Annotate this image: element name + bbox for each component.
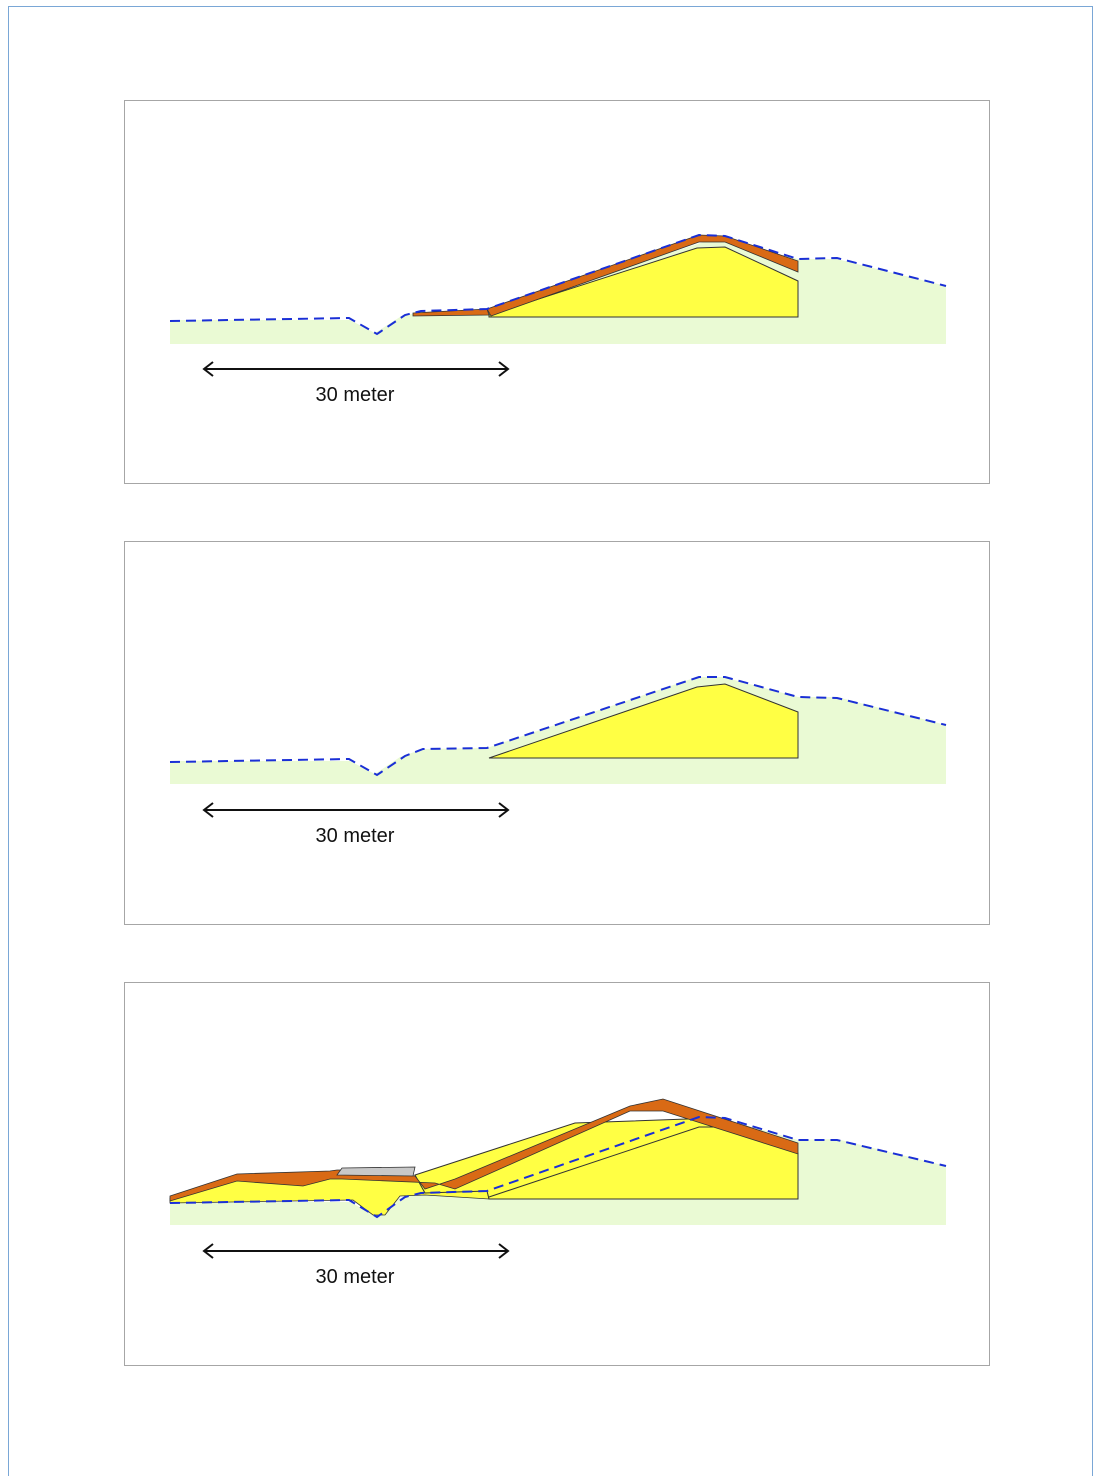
scale-label: 30 meter [315,384,395,406]
scale-label: 30 meter [315,825,395,847]
clay-layer [412,308,490,317]
clay-cover-layer [169,1098,799,1202]
cross-section-diagram-2 [169,676,947,818]
sand-embankment [488,246,799,318]
scale-arrow [202,361,510,377]
gravel-path [336,1166,416,1177]
cross-section-diagram-3 [169,1098,947,1259]
original-profile-line [169,1115,947,1219]
scale-arrow [202,1243,510,1259]
sand-embankment [488,683,799,759]
scale-arrow [202,802,510,818]
page-frame [8,6,1093,1476]
cross-section-diagram-1 [169,233,947,377]
original-profile-line [169,233,947,336]
sand-embankment [414,1117,799,1200]
scale-label: 30 meter [315,1266,395,1288]
cross-section-panel-2: 30 meter [124,541,990,925]
cross-section-panel-3: 30 meter [124,982,990,1366]
cross-section-panel-1: 30 meter [124,100,990,484]
original-profile-line [169,676,947,777]
ground-area [170,677,946,784]
